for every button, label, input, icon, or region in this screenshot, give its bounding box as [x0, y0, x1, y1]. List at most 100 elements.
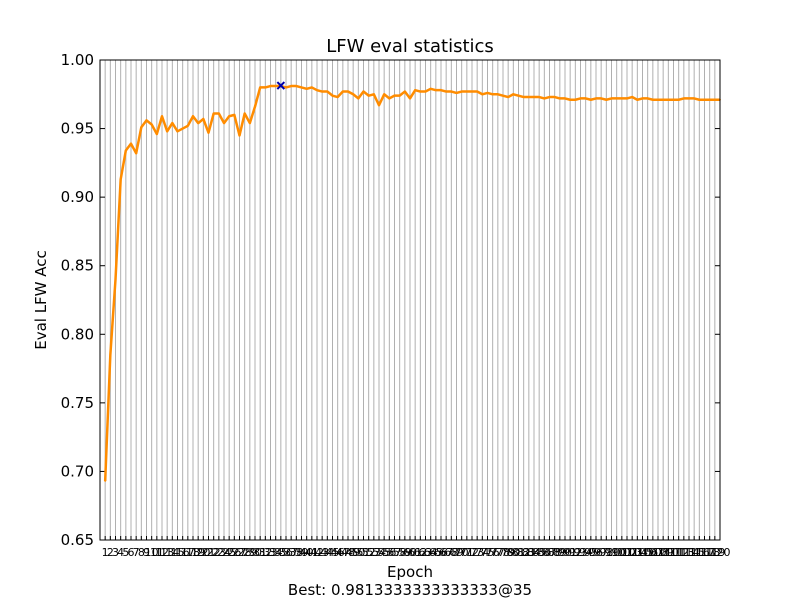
x-tick-label: 39 — [295, 546, 309, 559]
data-point — [522, 96, 525, 98]
data-point — [207, 131, 210, 134]
x-tick-label: 101 — [611, 546, 632, 559]
data-point — [424, 90, 427, 93]
x-tick-label: 22 — [207, 546, 221, 559]
chart-title: LFW eval statistics — [326, 36, 494, 57]
x-tick-label: 26 — [227, 546, 241, 559]
x-tick-label: 75 — [481, 546, 495, 559]
x-tick-label: 74 — [475, 546, 489, 559]
x-tick-label: 2 — [107, 546, 114, 559]
data-point — [476, 90, 479, 93]
x-tick-label: 113 — [673, 546, 694, 559]
data-point — [176, 130, 179, 133]
x-tick-label: 58 — [393, 546, 407, 559]
data-point — [595, 97, 597, 100]
x-tick-label: 25 — [222, 546, 236, 559]
data-point — [626, 97, 628, 100]
best-marker-stroke — [276, 81, 286, 90]
x-tick-label: 108 — [648, 546, 669, 559]
x-tick-label: 104 — [627, 546, 648, 559]
data-point — [605, 98, 608, 101]
x-tick-label: 95 — [584, 546, 598, 559]
x-tick-label: 53 — [367, 546, 381, 559]
data-point — [388, 97, 391, 100]
data-point — [677, 98, 680, 101]
data-point — [119, 178, 122, 181]
x-tick-label: 7 — [133, 546, 140, 559]
data-point — [300, 86, 303, 89]
x-tick-label: 106 — [637, 546, 658, 559]
x-tick-label: 21 — [202, 546, 216, 559]
data-point — [124, 149, 127, 152]
data-point — [233, 113, 236, 116]
x-tick-label: 84 — [527, 546, 541, 559]
x-tick-label: 23 — [212, 546, 226, 559]
data-point — [367, 94, 370, 97]
data-point — [259, 86, 262, 89]
data-point — [631, 96, 634, 98]
data-point — [248, 122, 251, 124]
data-point — [465, 90, 468, 93]
x-tick-label: 41 — [305, 546, 319, 559]
data-point — [414, 89, 417, 92]
x-tick-label: 91 — [563, 546, 577, 559]
x-tick-label: 107 — [642, 546, 663, 559]
data-point — [636, 98, 639, 101]
x-tick-label: 71 — [460, 546, 474, 559]
data-point — [295, 85, 298, 87]
y-tick-label: 1.00 — [61, 51, 94, 69]
y-tick-label: 0.85 — [61, 257, 94, 275]
x-tick-label: 98 — [599, 546, 613, 559]
data-point — [362, 90, 365, 93]
x-tick-label: 43 — [315, 546, 329, 559]
x-tick-label: 90 — [558, 546, 572, 559]
x-tick-label: 81 — [512, 546, 526, 559]
x-tick-label: 40 — [300, 546, 314, 559]
data-point — [409, 97, 411, 100]
x-tick-label: 18 — [186, 546, 200, 559]
data-point — [104, 480, 107, 482]
x-tick-label: 87 — [543, 546, 557, 559]
data-point — [130, 142, 132, 145]
x-tick-label: 50 — [351, 546, 365, 559]
data-point — [713, 98, 716, 101]
data-point — [512, 93, 515, 96]
x-tick-label: 59 — [398, 546, 412, 559]
data-point — [217, 112, 220, 115]
x-tick-label: 78 — [496, 546, 510, 559]
data-point — [347, 90, 349, 93]
data-point — [202, 118, 205, 120]
data-point — [688, 97, 690, 100]
x-tick-label: 17 — [181, 546, 195, 559]
data-point — [331, 94, 334, 97]
data-point — [533, 96, 535, 98]
data-point — [620, 97, 623, 100]
x-tick-label: 56 — [382, 546, 396, 559]
data-point — [212, 112, 215, 115]
data-point — [651, 98, 654, 101]
data-point — [316, 89, 318, 92]
data-point — [181, 127, 184, 130]
data-point — [171, 122, 174, 124]
data-point — [589, 98, 592, 101]
data-point — [527, 96, 530, 98]
x-tick-label: 8 — [138, 546, 145, 559]
x-tick-label: 46 — [331, 546, 345, 559]
x-tick-label: 45 — [326, 546, 340, 559]
x-tick-label: 97 — [594, 546, 608, 559]
data-point — [517, 94, 520, 97]
data-point — [186, 124, 189, 127]
x-tick-label: 85 — [532, 546, 546, 559]
x-tick-label: 44 — [320, 546, 334, 559]
data-point — [672, 98, 675, 101]
data-point — [145, 119, 148, 122]
data-point — [455, 92, 458, 94]
data-point — [254, 105, 256, 108]
x-tick-label: 55 — [377, 546, 391, 559]
x-tick-label: 28 — [238, 546, 252, 559]
data-point — [641, 97, 644, 100]
data-point — [197, 122, 200, 124]
data-point — [698, 98, 701, 101]
data-point — [657, 98, 659, 101]
data-point — [481, 93, 484, 96]
